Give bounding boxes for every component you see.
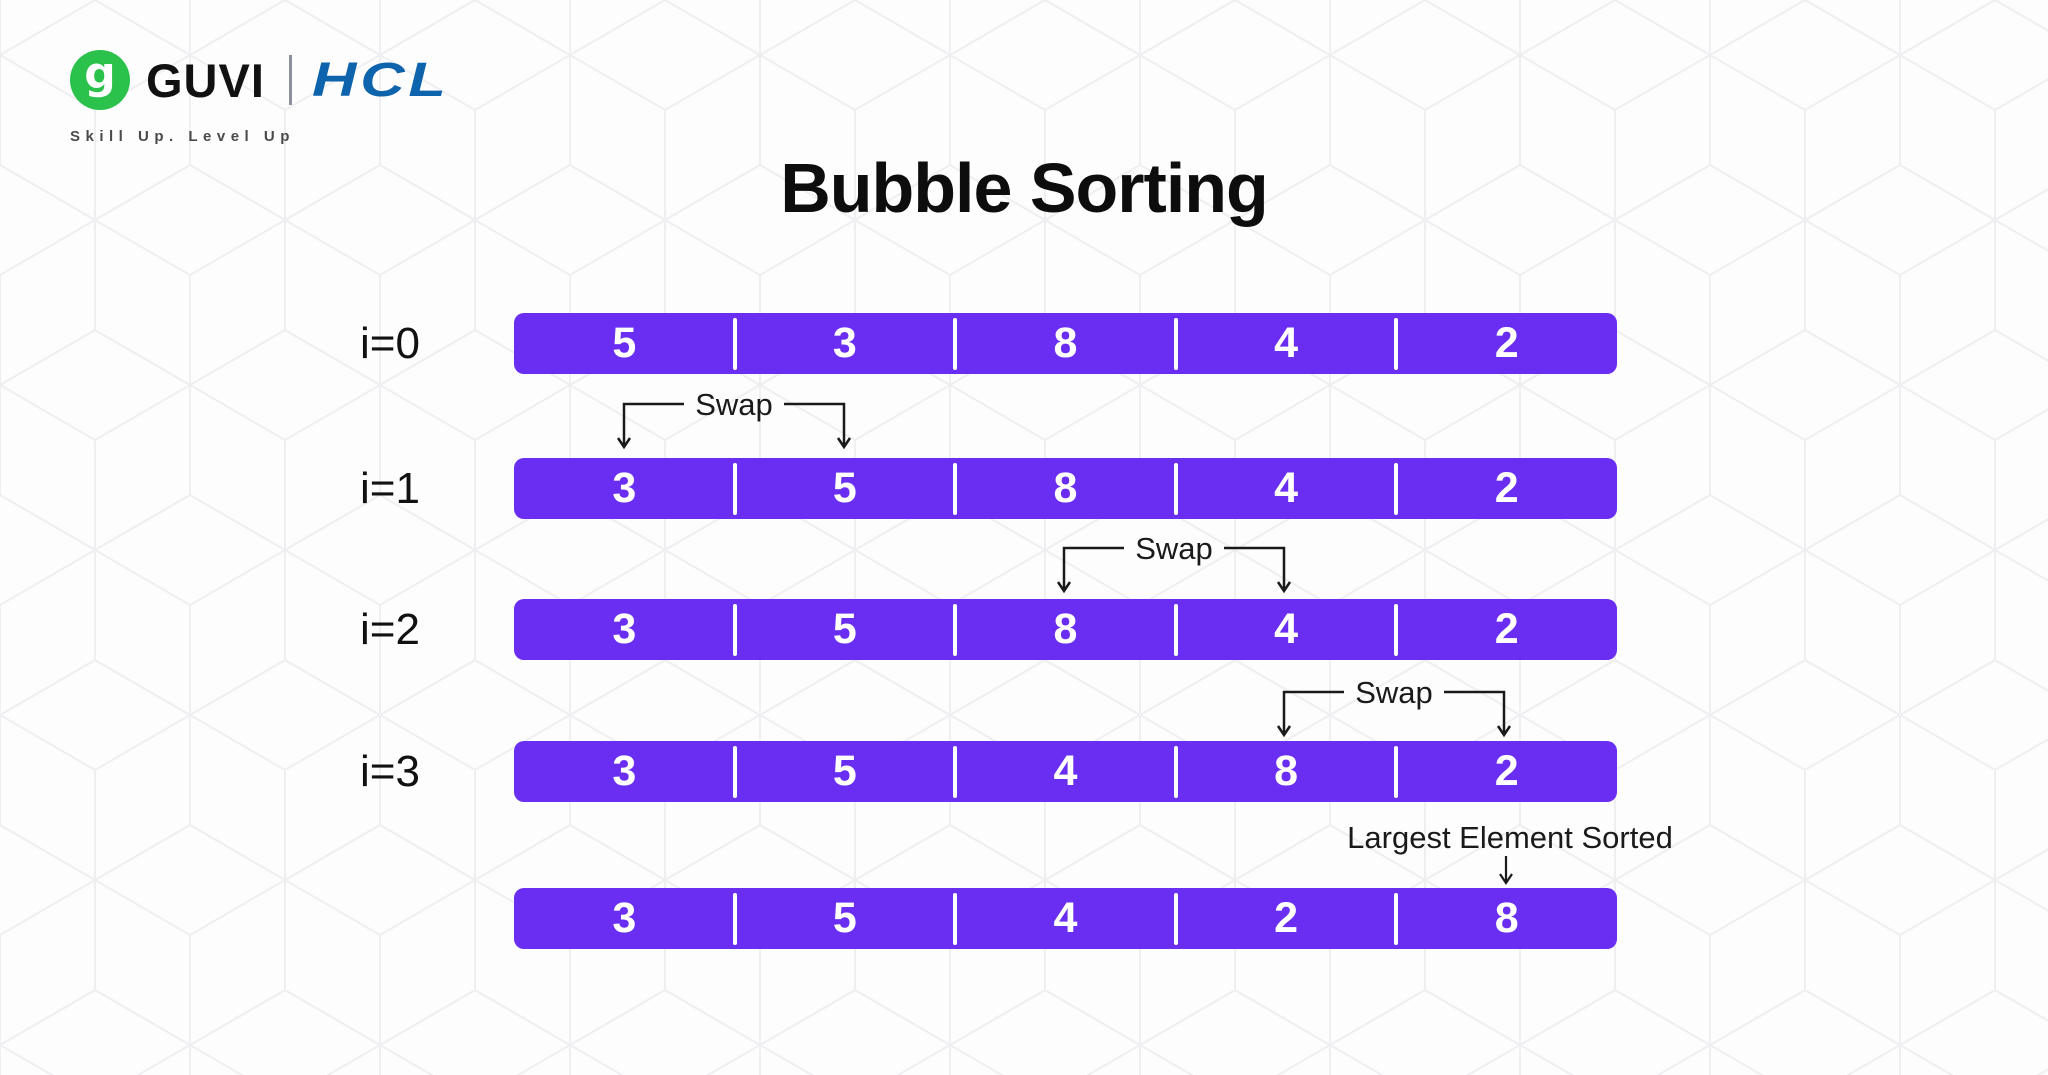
cell-divider xyxy=(1394,604,1399,656)
cell-divider xyxy=(1394,746,1399,798)
array-cell: 4 xyxy=(1053,894,1078,942)
row-label: i=3 xyxy=(360,746,420,796)
row-label xyxy=(320,888,460,949)
array-cell: 4 xyxy=(1274,319,1299,367)
array-bar: 3 5 4 2 8 xyxy=(514,888,1617,949)
array-cell: 4 xyxy=(1274,464,1299,512)
largest-element-arrow-icon xyxy=(1499,856,1513,885)
logo-block: g GUVI HCL Skill Up. Level Up xyxy=(70,48,446,145)
array-row-i1: i=1 3 5 8 4 2 xyxy=(0,458,2048,519)
page-title: Bubble Sorting xyxy=(780,149,1269,227)
cell-divider xyxy=(732,746,737,798)
array-cell: 3 xyxy=(612,747,637,795)
array-cell: 8 xyxy=(1053,605,1078,653)
row-label: i=2 xyxy=(360,604,420,654)
array-cell: 5 xyxy=(832,747,857,795)
array-row-i3: i=3 3 5 4 8 2 xyxy=(0,741,2048,802)
array-cell: 2 xyxy=(1494,464,1519,512)
array-cell: 5 xyxy=(832,894,857,942)
swap-annotation-3: Swap xyxy=(1276,675,1512,738)
array-cell: 5 xyxy=(612,319,637,367)
cell-divider xyxy=(1394,463,1399,515)
array-cell: 3 xyxy=(832,319,857,367)
cell-divider xyxy=(1394,893,1399,945)
cell-divider xyxy=(732,318,737,370)
array-row-i2: i=2 3 5 8 4 2 xyxy=(0,599,2048,660)
logo-divider xyxy=(288,55,292,105)
array-cell: 3 xyxy=(612,894,637,942)
cell-divider xyxy=(732,893,737,945)
cell-divider xyxy=(1173,893,1178,945)
cell-divider xyxy=(953,318,958,370)
guvi-icon-glyph: g xyxy=(84,48,116,99)
guvi-logo-icon: g xyxy=(70,50,130,110)
guvi-wordmark: GUVI xyxy=(146,53,265,107)
cell-divider xyxy=(1173,318,1178,370)
cell-divider xyxy=(1173,463,1178,515)
cell-divider xyxy=(1173,604,1178,656)
array-cell: 5 xyxy=(832,464,857,512)
array-cell: 4 xyxy=(1274,605,1299,653)
array-bar: 5 3 8 4 2 xyxy=(514,313,1617,374)
hcl-wordmark: HCL xyxy=(311,53,450,107)
swap-label: Swap xyxy=(1355,675,1433,710)
cell-divider xyxy=(1394,318,1399,370)
array-bar: 3 5 8 4 2 xyxy=(514,599,1617,660)
cell-divider xyxy=(1173,746,1178,798)
cell-divider xyxy=(953,604,958,656)
cell-divider xyxy=(953,746,958,798)
array-row-i0: i=0 5 3 8 4 2 xyxy=(0,313,2048,374)
array-cell: 3 xyxy=(612,605,637,653)
array-cell: 8 xyxy=(1053,464,1078,512)
row-label: i=1 xyxy=(360,463,420,513)
cell-divider xyxy=(732,463,737,515)
swap-label: Swap xyxy=(1135,531,1213,566)
array-cell: 2 xyxy=(1274,894,1299,942)
largest-element-label: Largest Element Sorted xyxy=(1347,820,1673,855)
array-bar: 3 5 4 8 2 xyxy=(514,741,1617,802)
array-cell: 4 xyxy=(1053,747,1078,795)
array-cell: 8 xyxy=(1274,747,1299,795)
row-label: i=0 xyxy=(360,318,420,368)
array-cell: 2 xyxy=(1494,319,1519,367)
cell-divider xyxy=(953,463,958,515)
logo-tagline: Skill Up. Level Up xyxy=(70,128,295,145)
cell-divider xyxy=(732,604,737,656)
array-cell: 2 xyxy=(1494,605,1519,653)
array-cell: 8 xyxy=(1053,319,1078,367)
array-cell: 8 xyxy=(1494,894,1519,942)
array-cell: 2 xyxy=(1494,747,1519,795)
swap-annotation-1: Swap xyxy=(616,387,852,450)
cell-divider xyxy=(953,893,958,945)
array-cell: 3 xyxy=(612,464,637,512)
array-bar: 3 5 8 4 2 xyxy=(514,458,1617,519)
array-cell: 5 xyxy=(832,605,857,653)
swap-label: Swap xyxy=(695,387,773,422)
array-row-final: 3 5 4 2 8 xyxy=(0,888,2048,949)
swap-annotation-2: Swap xyxy=(1056,531,1292,594)
